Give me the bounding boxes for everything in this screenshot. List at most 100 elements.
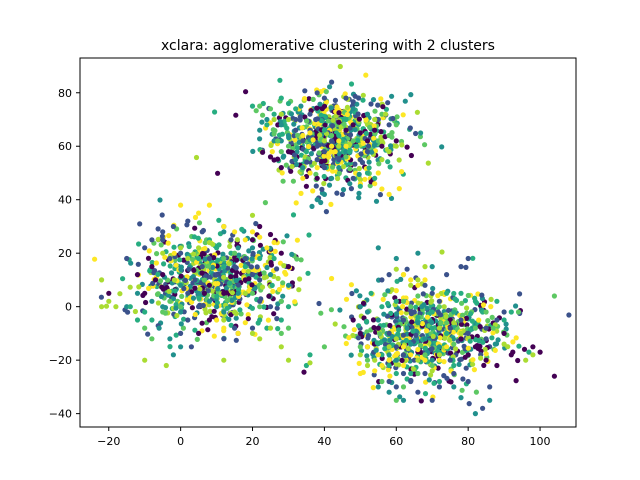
scatter-point: [422, 282, 428, 288]
scatter-point: [379, 277, 385, 283]
scatter-point: [386, 272, 392, 278]
scatter-point: [404, 144, 410, 150]
scatter-point: [242, 290, 248, 296]
scatter-point: [120, 276, 126, 282]
scatter-point: [513, 378, 519, 384]
scatter-point: [436, 344, 442, 350]
scatter-point: [408, 370, 414, 377]
scatter-point: [386, 132, 392, 139]
scatter-point: [347, 125, 353, 131]
scatter-point: [210, 264, 216, 270]
scatter-point: [372, 127, 378, 133]
scatter-point: [379, 157, 385, 163]
scatter-point: [408, 304, 414, 310]
scatter-point: [382, 346, 388, 352]
scatter-point: [360, 97, 366, 103]
scatter-point: [439, 144, 445, 150]
scatter-point: [458, 395, 464, 401]
scatter-point: [323, 209, 329, 215]
scatter-point: [249, 330, 256, 336]
scatter-point: [319, 106, 325, 112]
scatter-point: [422, 352, 428, 358]
scatter-point: [347, 149, 353, 155]
scatter-point: [182, 277, 188, 283]
scatter-point: [348, 352, 354, 358]
scatter-point: [271, 111, 277, 117]
scatter-point: [442, 335, 448, 341]
scatter-point: [285, 325, 292, 331]
scatter-point: [393, 384, 399, 390]
scatter-point: [353, 288, 359, 294]
scatter-point: [192, 285, 198, 291]
scatter-point: [233, 337, 239, 343]
scatter-point: [157, 278, 164, 284]
scatter-point: [278, 95, 284, 101]
scatter-point: [221, 229, 227, 235]
scatter-point: [170, 352, 176, 358]
scatter-point: [172, 288, 178, 294]
scatter-point: [245, 268, 251, 274]
scatter-point: [404, 266, 410, 272]
scatter-point: [436, 325, 442, 331]
scatter-point: [185, 255, 191, 262]
scatter-point: [211, 255, 217, 261]
scatter-point: [313, 171, 319, 177]
scatter-point: [422, 277, 428, 283]
scatter-point: [178, 245, 184, 251]
scatter-point: [296, 287, 302, 293]
scatter-point: [501, 309, 507, 315]
scatter-point: [220, 251, 226, 257]
y-tick-label: 60: [58, 140, 72, 153]
scatter-point: [364, 353, 370, 359]
scatter-point: [413, 304, 419, 310]
scatter-point: [313, 183, 319, 189]
scatter-point: [297, 114, 303, 120]
scatter-point: [261, 304, 267, 310]
scatter-point: [297, 276, 303, 282]
scatter-point: [329, 143, 335, 149]
scatter-point: [409, 319, 415, 325]
scatter-point: [426, 377, 432, 383]
scatter-point: [366, 159, 372, 165]
scatter-point: [350, 317, 356, 323]
scatter-point: [201, 290, 207, 296]
scatter-point: [408, 92, 414, 98]
scatter-point: [232, 325, 238, 331]
scatter-point: [264, 122, 270, 128]
scatter-point: [249, 325, 256, 331]
scatter-point: [508, 309, 514, 315]
scatter-point: [212, 109, 218, 115]
scatter-point: [267, 106, 274, 112]
scatter-point: [257, 242, 263, 248]
scatter-point: [363, 130, 369, 137]
scatter-point: [462, 298, 468, 304]
scatter-point: [302, 114, 308, 120]
scatter-point: [375, 138, 381, 144]
scatter-point: [307, 111, 313, 117]
scatter-point: [444, 272, 450, 278]
scatter-point: [398, 276, 404, 282]
scatter-point: [267, 154, 274, 160]
scatter-point: [291, 152, 298, 158]
scatter-point: [215, 286, 221, 292]
scatter-point: [314, 165, 320, 171]
scatter-point: [364, 362, 371, 369]
scatter-point: [257, 304, 263, 310]
scatter-point: [437, 312, 444, 318]
scatter-point: [435, 365, 441, 371]
scatter-point: [382, 292, 388, 298]
scatter-point: [271, 311, 277, 317]
scatter-point: [364, 138, 371, 144]
scatter-point: [375, 352, 381, 358]
scatter-point: [170, 223, 176, 230]
x-tick-label: 40: [317, 435, 331, 448]
scatter-point: [330, 168, 336, 174]
scatter-point: [264, 116, 270, 123]
scatter-point: [322, 122, 328, 128]
scatter-point: [228, 237, 234, 243]
scatter-point: [238, 311, 244, 317]
scatter-point: [155, 226, 161, 232]
scatter-point: [288, 168, 294, 174]
scatter-point: [466, 401, 472, 407]
scatter-point: [233, 273, 239, 279]
